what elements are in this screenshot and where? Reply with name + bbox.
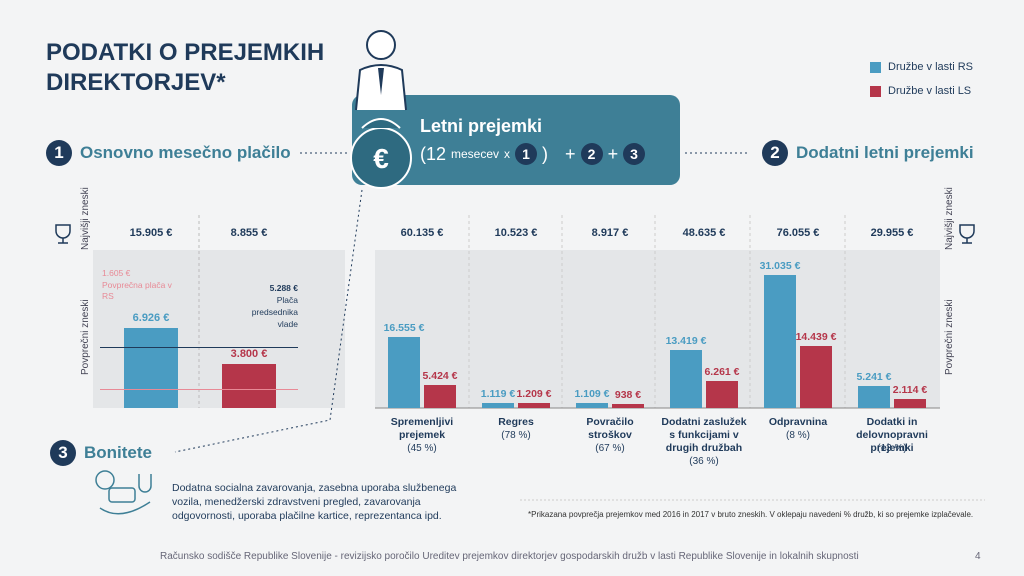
reference-value: 1.605 € [102, 268, 131, 278]
formula-part: mesecev [451, 147, 500, 161]
section-1: 1 Osnovno mesečno plačilo [46, 140, 291, 166]
side-label: Najvišji zneski [944, 187, 955, 250]
formula-part: 3 [623, 143, 646, 165]
value-label: 1.209 € [516, 387, 552, 400]
reference-label: Plača predsednika vlade [251, 295, 298, 329]
reference-line [100, 389, 298, 391]
formula-part: ) [542, 143, 549, 164]
max-label: 76.055 € [776, 227, 820, 239]
section-text: Dodatna socialna zavarovanja, zasebna up… [172, 482, 457, 522]
max-label: 8.855 € [230, 227, 268, 239]
footnote: *Prikazana povprečja prejemkov med 2016 … [528, 510, 974, 519]
section-number: 2 [762, 140, 788, 166]
max-label: 29.955 € [870, 227, 914, 239]
bar [424, 384, 456, 408]
bar [482, 403, 514, 408]
bar [518, 402, 550, 408]
category-label: Regres [498, 416, 534, 428]
page-number: 4 [975, 551, 981, 562]
formula: (12 mesecev x 1) +2 +3 [420, 143, 646, 165]
bar [124, 328, 178, 408]
category-label: Povračilo stroškov [586, 416, 634, 441]
formula-part: + [565, 143, 576, 164]
bar [576, 403, 608, 408]
max-label: 48.635 € [682, 227, 726, 239]
legend-label: Družbe v lasti LS [888, 85, 972, 97]
max-label: 8.917 € [591, 227, 629, 239]
section-3: 3 Bonitete [50, 440, 152, 466]
value-label: 2.114 € [892, 383, 928, 396]
bar [894, 398, 926, 408]
legend-label: Družbe v lasti RS [888, 61, 973, 73]
formula-part: + [607, 143, 619, 164]
category-note: (45 %) [407, 443, 437, 454]
bar [706, 381, 738, 408]
category-label: Odpravnina [768, 416, 828, 428]
value-label: 1.119 € [480, 388, 516, 401]
category-note: (36 %) [689, 456, 719, 467]
value-label: 3.800 € [230, 348, 268, 361]
category-note: (67 %) [595, 443, 625, 454]
bar [670, 350, 702, 408]
section-number: 3 [50, 440, 76, 466]
legend-swatch [870, 62, 881, 73]
bar [388, 336, 420, 408]
bar [858, 385, 890, 408]
max-label: 60.135 € [400, 227, 444, 239]
formula-part: (12 [420, 143, 447, 164]
max-label: 10.523 € [494, 227, 538, 239]
category-label: Dodatki in delovnopravni prejemki [856, 416, 928, 454]
reference-label: Povprečna plača v RS [102, 280, 172, 301]
value-label: 14.439 € [795, 331, 837, 344]
value-label: 31.035 € [759, 259, 801, 272]
side-label: Povprečni zneski [80, 299, 91, 375]
legend-swatch [870, 86, 881, 97]
footer: Računsko sodišče Republike Slovenije - r… [160, 551, 859, 562]
title: PODATKI O PREJEMKIH DIREKTORJEV* [46, 39, 325, 96]
section-2: 2 Dodatni letni prejemki [762, 140, 974, 166]
section-title: Osnovno mesečno plačilo [80, 143, 291, 162]
bar [800, 346, 832, 408]
svg-text:€: € [373, 143, 389, 174]
category-label: Spremenljivi prejemek [390, 416, 454, 441]
value-label: 13.419 € [665, 335, 707, 348]
value-label: 6.926 € [132, 312, 170, 324]
formula-part: 2 [580, 143, 603, 165]
formula-part: x [504, 147, 511, 161]
section-title: Bonitete [84, 443, 152, 462]
side-label: Povprečni zneski [944, 299, 955, 375]
formula-title: Letni prejemki [420, 116, 543, 136]
bar [222, 364, 276, 408]
bar [764, 274, 796, 408]
value-label: 5.241 € [856, 370, 892, 383]
bar [612, 403, 644, 408]
category-note: (13 %) [877, 443, 907, 454]
value-label: 6.261 € [704, 366, 740, 379]
value-label: 5.424 € [422, 369, 458, 382]
formula-part: 1 [515, 143, 538, 165]
category-label: Dodatni zaslužek s funkcijami v drugih d… [661, 416, 747, 454]
side-label: Najvišji zneski [80, 187, 91, 250]
value-label: 1.109 € [574, 388, 610, 401]
section-title: Dodatni letni prejemki [796, 143, 974, 162]
value-label: 16.555 € [383, 321, 425, 334]
value-label: 938 € [614, 388, 642, 401]
category-note: (78 %) [501, 430, 531, 441]
max-label: 15.905 € [129, 227, 173, 239]
category-note: (8 %) [786, 430, 810, 441]
section-number: 1 [46, 140, 72, 166]
reference-value: 5.288 € [269, 283, 298, 293]
reference-line [100, 346, 298, 348]
